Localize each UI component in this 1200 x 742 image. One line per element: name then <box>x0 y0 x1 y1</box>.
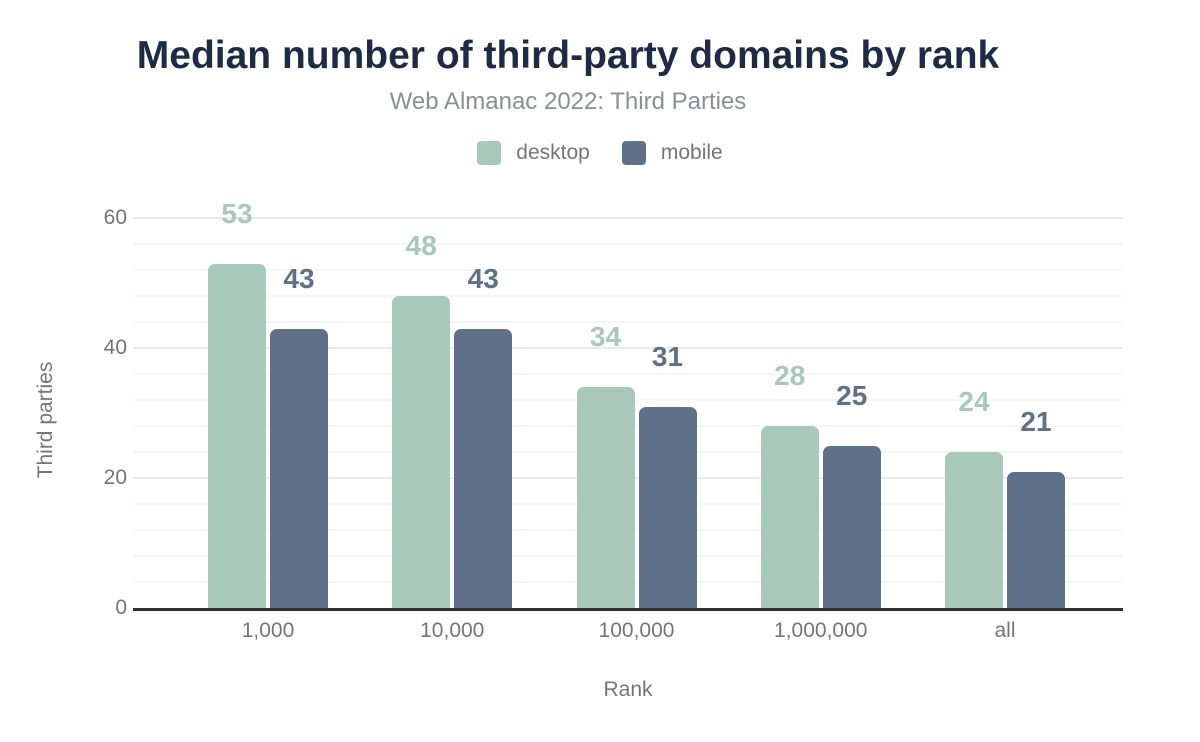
bar-desktop <box>945 452 1003 608</box>
bar-value-desktop: 28 <box>774 360 806 391</box>
legend-label-mobile: mobile <box>660 141 723 164</box>
x-axis-line <box>133 608 1123 611</box>
bar-value-mobile: 31 <box>651 340 684 372</box>
bar-mobile <box>1007 471 1065 608</box>
gridline-major <box>133 347 1123 349</box>
gridline-minor <box>133 269 1123 271</box>
legend-item-mobile: mobile <box>621 141 723 165</box>
y-tick-label: 20 <box>103 466 127 489</box>
bar-mobile <box>638 406 697 608</box>
x-tick-label: 1,000,000 <box>774 619 868 642</box>
bar-mobile <box>270 328 328 608</box>
chart-subtitle: Web Almanac 2022: Third Parties <box>389 88 747 115</box>
y-tick-label: 60 <box>103 206 127 229</box>
bar-value-mobile: 25 <box>836 379 868 411</box>
bar-mobile <box>822 445 881 608</box>
bar-mobile <box>454 328 513 608</box>
gridline-minor <box>133 321 1123 323</box>
bar-value-mobile: 21 <box>1020 405 1052 437</box>
chart-title: Median number of third-party domains by … <box>136 34 1000 77</box>
gridline-major <box>133 217 1123 219</box>
bar-value-mobile: 43 <box>467 262 499 294</box>
gridline-minor <box>133 295 1123 297</box>
x-tick-label: 1,000 <box>241 619 295 642</box>
bar-value-desktop: 24 <box>958 386 990 417</box>
bar-value-desktop: 53 <box>221 197 253 229</box>
gridline-minor <box>133 243 1123 245</box>
y-tick-label: 40 <box>103 336 127 359</box>
x-tick-label: 100,000 <box>598 619 675 642</box>
bar-value-desktop: 48 <box>405 230 437 261</box>
bar-value-mobile: 43 <box>283 262 315 294</box>
desktop-swatch-icon <box>477 141 502 165</box>
bar-desktop <box>576 387 635 608</box>
x-axis-title: Rank <box>603 678 653 701</box>
y-axis-title: Third parties <box>34 361 57 479</box>
bar-desktop <box>208 263 266 608</box>
x-tick-label: all <box>994 619 1016 642</box>
legend-label-desktop: desktop <box>516 141 590 164</box>
legend: desktop mobile <box>0 141 1200 165</box>
legend-item-desktop: desktop <box>477 141 590 165</box>
bar-desktop <box>392 296 451 608</box>
x-tick-label: 10,000 <box>420 619 485 642</box>
y-tick-label: 0 <box>115 596 127 619</box>
bar-desktop <box>760 426 819 608</box>
bar-value-desktop: 34 <box>589 321 622 352</box>
mobile-swatch-icon <box>621 141 646 165</box>
gridline-minor <box>133 373 1123 375</box>
